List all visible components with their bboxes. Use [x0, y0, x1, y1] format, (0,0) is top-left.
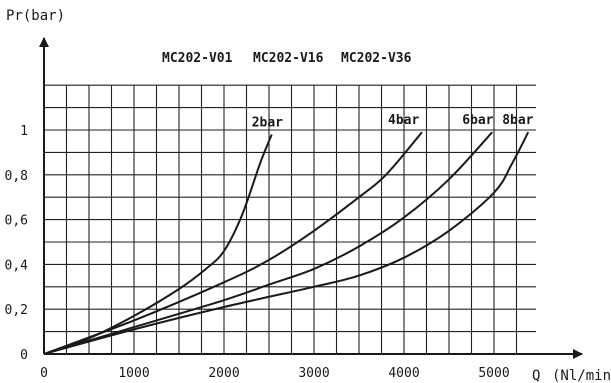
series-label-8bar: 8bar: [502, 113, 533, 128]
y-tick-label: 1: [20, 124, 28, 139]
tick-labels: 0 1000 2000 3000 4000 5000 0 0,2 0,4 0,6 0,8 1: [5, 124, 510, 381]
model-label-3: MC202-V36: [341, 51, 412, 66]
x-tick-label: 4000: [388, 366, 419, 381]
model-label-2: MC202-V16: [253, 51, 324, 66]
y-axis-unit: (bar): [23, 8, 65, 24]
series-line-4bar: [43, 131, 423, 355]
y-tick-label: 0: [20, 348, 28, 363]
y-tick-label: 0,8: [5, 169, 28, 184]
y-tick-label: 0,6: [5, 214, 28, 229]
y-tick-label: 0,4: [5, 258, 29, 273]
curves: [43, 131, 530, 355]
x-axis-unit: (Nl/min): [552, 368, 611, 383]
series-label-4bar: 4bar: [388, 113, 419, 128]
series-label-2bar: 2bar: [252, 115, 283, 130]
series-labels: 2bar 4bar 6bar 8bar: [252, 113, 534, 130]
x-axis-symbol: Q: [532, 368, 540, 383]
x-tick-label: 5000: [478, 366, 509, 381]
model-label-1: MC202-V01: [162, 51, 233, 66]
x-tick-label: 1000: [118, 366, 149, 381]
series-label-6bar: 6bar: [462, 113, 493, 128]
y-tick-label: 0,2: [5, 303, 28, 318]
series-line-8bar: [43, 131, 530, 355]
x-tick-label: 2000: [208, 366, 239, 381]
x-tick-label: 0: [40, 366, 48, 381]
y-axis-symbol: Pr: [6, 8, 23, 24]
series-line-6bar: [43, 131, 493, 355]
x-tick-label: 3000: [298, 366, 329, 381]
y-axis-label: Pr(bar): [6, 8, 65, 24]
